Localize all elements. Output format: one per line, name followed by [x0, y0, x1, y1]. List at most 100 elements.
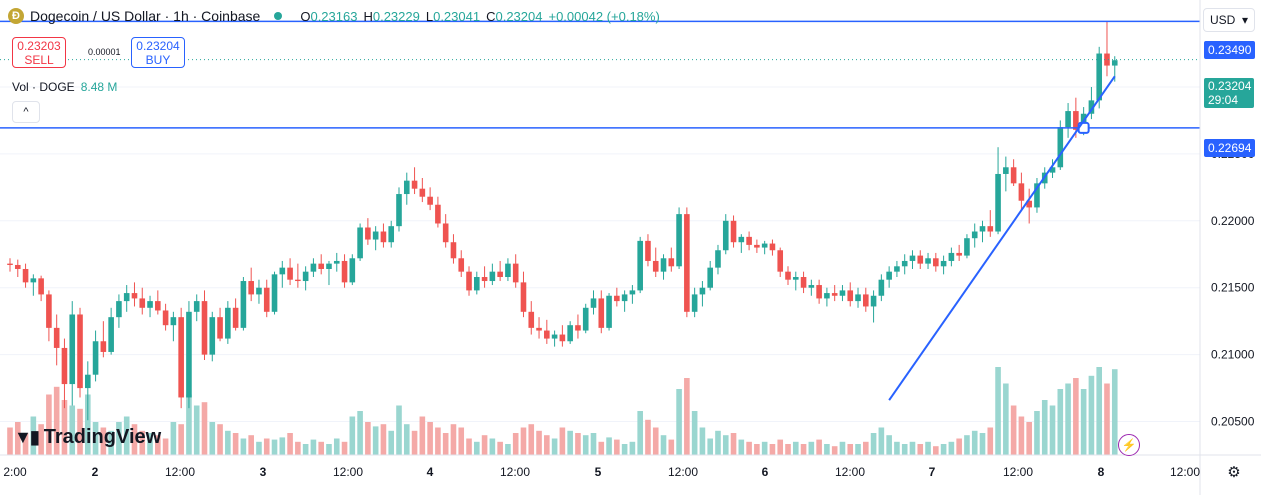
volume-bar [761, 441, 768, 455]
candle-body [1073, 111, 1079, 130]
volume-bar [707, 438, 713, 455]
candle-body [155, 301, 161, 311]
volume-bar [46, 394, 52, 455]
volume-bar [1026, 422, 1032, 455]
upper-line-price-label: 0.23490 [1204, 41, 1256, 59]
candle-body [474, 277, 480, 291]
volume-bar [53, 386, 60, 455]
volume-bar [668, 439, 675, 455]
tradingview-brand: TradingView [43, 426, 162, 448]
tradingview-logo: ▼▮ TradingView [14, 426, 161, 449]
volume-bar [956, 438, 962, 455]
volume-bar [863, 441, 869, 455]
volume-bar [1010, 405, 1017, 455]
volume-bar [785, 444, 791, 455]
volume-bar [225, 430, 231, 455]
candle-body [411, 180, 418, 189]
candle-body [808, 285, 815, 288]
candle-body [427, 196, 433, 205]
candle-body [863, 294, 869, 307]
candle-body [925, 258, 931, 264]
sell-button[interactable]: 0.23203 SELL [12, 37, 66, 68]
flash-icon[interactable]: ⚡ [1118, 434, 1140, 456]
volume-bar [333, 438, 340, 455]
candle-body [512, 263, 519, 283]
candle-body [637, 240, 643, 291]
x-tick-label: 8 [1098, 465, 1105, 479]
volume-bar [808, 441, 815, 455]
volume-bar [544, 435, 550, 455]
candle-body [178, 317, 184, 398]
candle-body [201, 301, 208, 355]
volume-bar [30, 416, 37, 455]
volume-bar [792, 441, 799, 455]
candle-body [505, 263, 511, 278]
gear-icon[interactable]: ⚙ [1227, 464, 1241, 481]
ohlc-item: O0.23163 [300, 9, 357, 24]
volume-bar [847, 444, 854, 455]
candle-body [248, 281, 254, 295]
volume-bar [629, 441, 636, 455]
volume-bar [155, 435, 161, 455]
candle-body [1096, 53, 1102, 101]
candle-body [162, 310, 169, 326]
lower-line-price-label: 0.22694 [1204, 139, 1256, 157]
candle-body [987, 226, 994, 232]
volume-bar [372, 426, 379, 455]
volume-bar [1041, 400, 1048, 455]
candle-body [707, 267, 713, 288]
candle-body [886, 271, 892, 280]
candle-body [870, 295, 877, 307]
candle-body [170, 317, 177, 326]
candle-body [940, 260, 947, 267]
candle-body [108, 317, 114, 352]
volume-bars [7, 367, 1118, 455]
ohlc-item: +0.00042 (+0.18%) [548, 9, 659, 24]
volume-bar [318, 441, 324, 455]
volume-bar [388, 430, 395, 455]
candle-body [1088, 100, 1095, 114]
dogecoin-icon: Ð [8, 8, 24, 24]
candle-body [824, 293, 830, 299]
volume-bar [886, 435, 892, 455]
x-tick-label: 3 [260, 465, 267, 479]
volume-bar [699, 427, 706, 455]
candle-body [1010, 167, 1017, 184]
tradingview-logo-icon: ▼▮ [14, 427, 40, 447]
buy-button[interactable]: 0.23204 BUY [131, 37, 185, 68]
candle-body [38, 278, 44, 295]
candle-body [629, 290, 636, 295]
candle-body [536, 327, 542, 331]
candle-body [497, 271, 503, 278]
volume-bar [512, 433, 519, 455]
candle-body [232, 307, 239, 328]
candle-body [839, 290, 846, 296]
volume-bar [263, 438, 270, 455]
volume-bar [1073, 378, 1079, 455]
candle-body [186, 311, 192, 398]
symbol-header: Ð Dogecoin / US Dollar · 1h · Coinbase O… [8, 8, 660, 24]
symbol-title[interactable]: Dogecoin / US Dollar · 1h · Coinbase [30, 8, 261, 24]
volume-bar [170, 422, 177, 455]
ohlc-key: C [486, 8, 496, 24]
candle-body [1018, 183, 1025, 201]
x-tick-label: 12:00 [668, 465, 698, 479]
currency-select[interactable]: USD ▾ [1203, 8, 1255, 32]
candle-body [933, 258, 939, 267]
volume-bar [520, 427, 527, 455]
y-tick-label: 0.20500 [1211, 415, 1255, 429]
volume-bar [652, 427, 659, 455]
candle-body [598, 298, 605, 328]
volume-bar [85, 394, 91, 455]
volume-bar [933, 446, 939, 455]
collapse-legend-button[interactable]: ^ [12, 101, 40, 123]
volume-bar [824, 444, 830, 455]
candle-body [302, 271, 309, 282]
volume-bar [7, 427, 13, 455]
volume-bar [1111, 369, 1118, 455]
volume-bar [92, 422, 99, 455]
candle-body [1104, 53, 1110, 66]
volume-bar [1049, 405, 1056, 455]
